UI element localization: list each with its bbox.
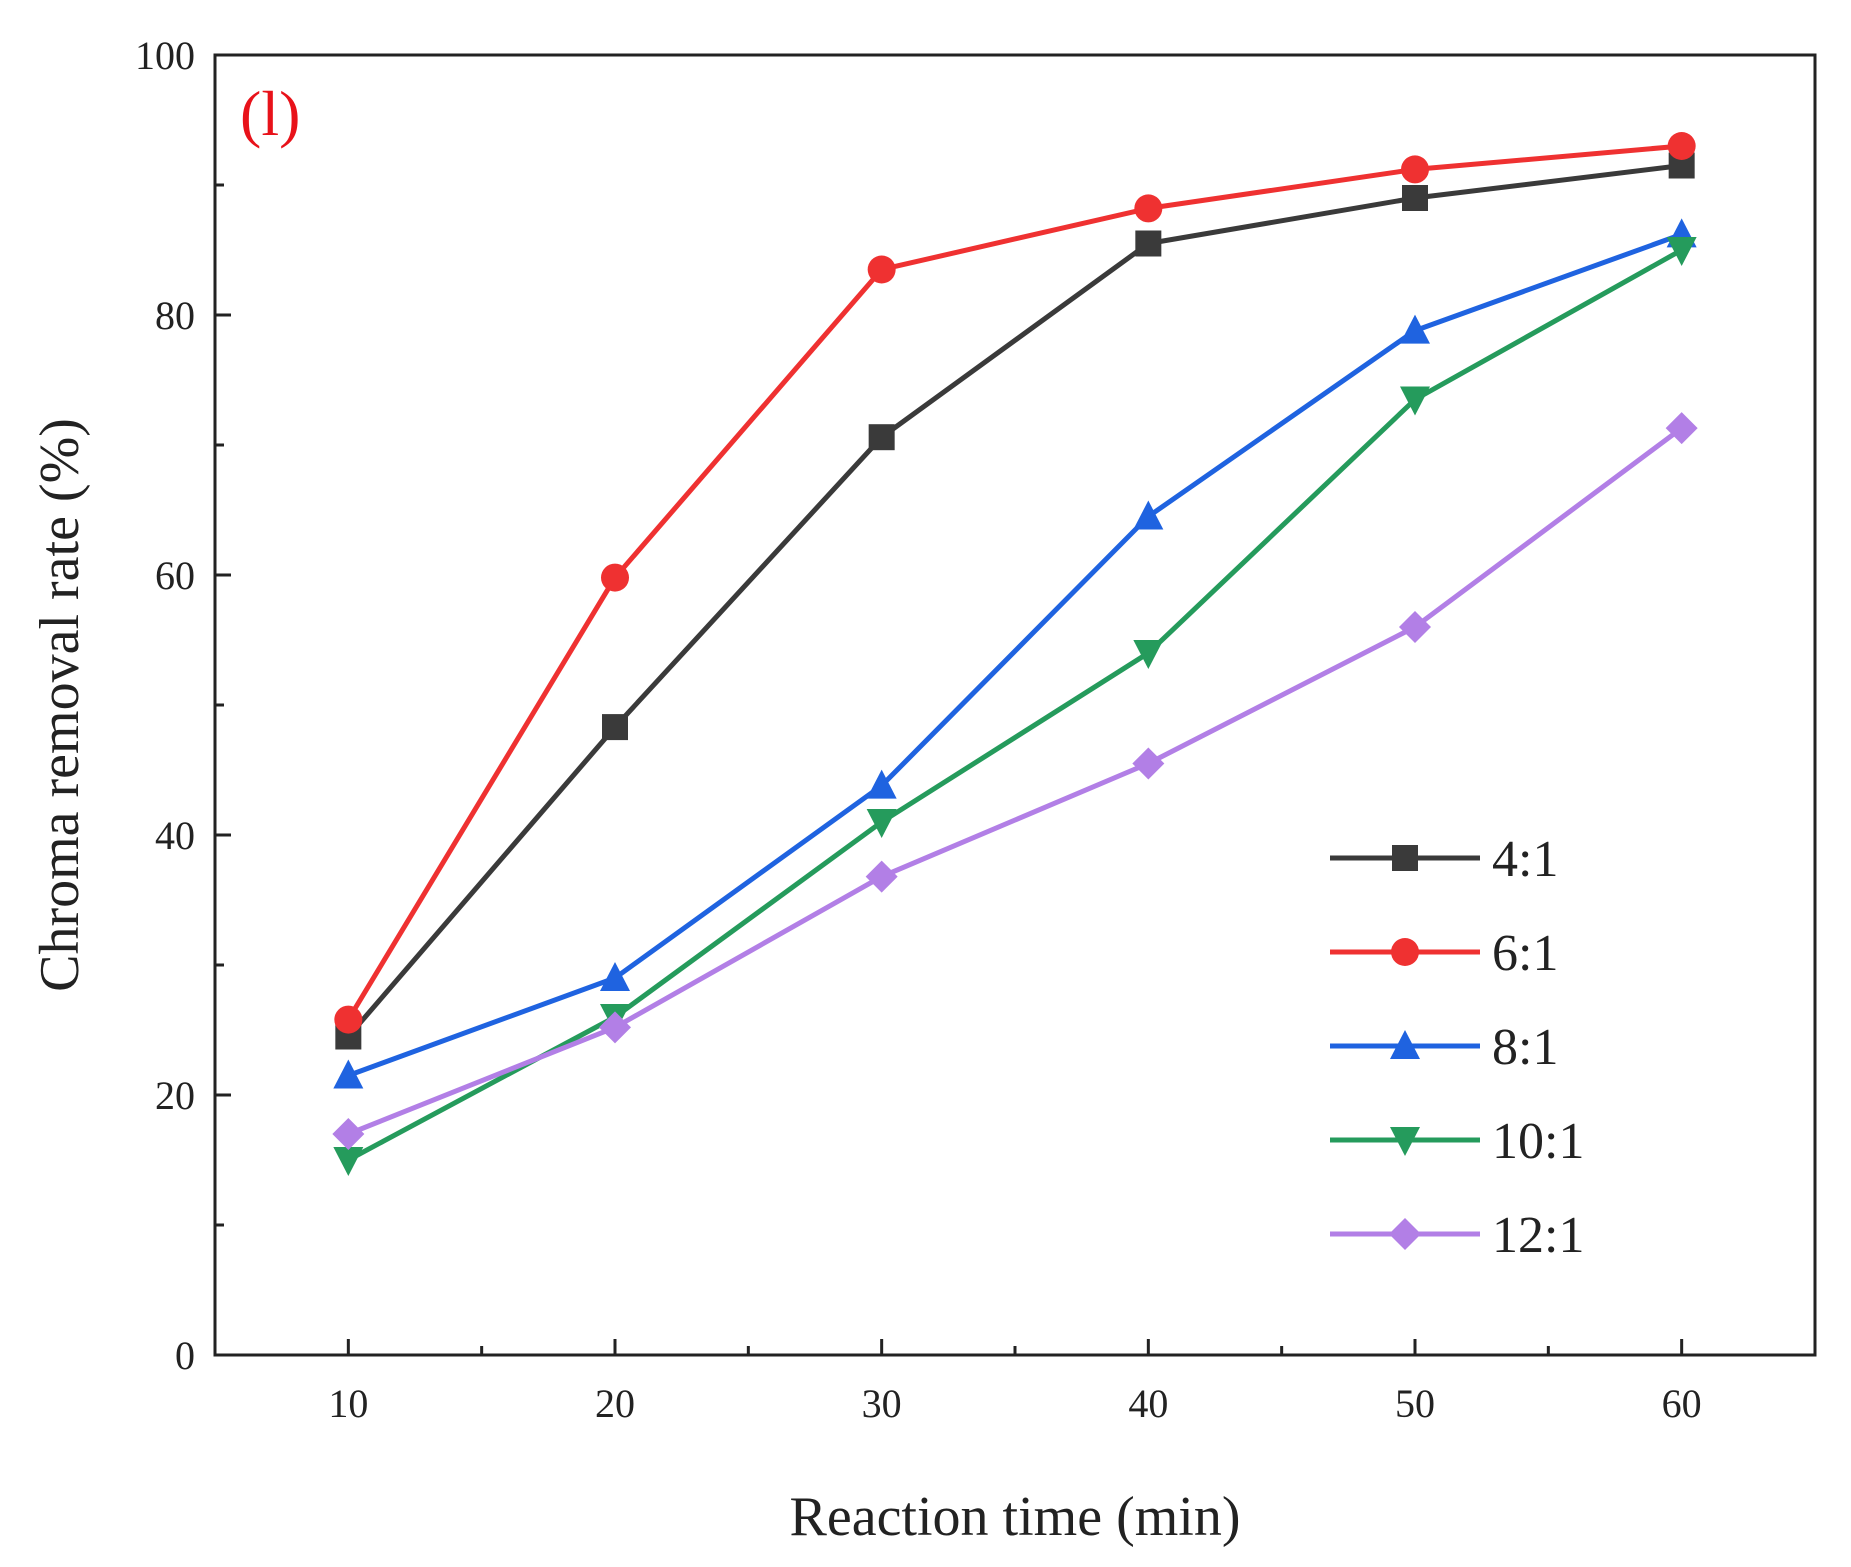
legend-marker [1390,1030,1420,1059]
legend: 4:1 6:1 8:1 10:1 12:1 [1330,831,1584,1264]
data-point [1133,500,1164,530]
x-tick-label: 20 [595,1381,635,1426]
data-point [1665,412,1698,445]
legend-item: 6:1 [1330,925,1558,982]
series-4-1 [335,152,1695,1050]
data-point [602,714,628,741]
legend-item: 10:1 [1330,1113,1584,1170]
legend-label: 8:1 [1492,1019,1558,1076]
y-tick-labels: 0 20 40 60 80 100 [135,33,195,1378]
x-tick-label: 30 [862,1381,902,1426]
panel-label: (l) [240,78,300,149]
data-point [1401,155,1429,184]
series-line [346,143,1682,1021]
data-point [867,255,896,284]
data-point [1400,386,1430,416]
legend-marker [1389,1218,1421,1250]
legend-item: 12:1 [1330,1207,1584,1264]
data-point [1132,747,1165,780]
y-tick-label: 40 [155,813,195,858]
x-tick-labels: 10 20 30 40 50 60 [328,1381,1701,1426]
y-tick-label: 0 [175,1333,195,1378]
series-line [347,247,1683,1163]
data-point [1133,640,1164,669]
x-tick-label: 60 [1662,1381,1702,1426]
data-point [601,563,629,592]
y-tick-label: 20 [155,1073,195,1118]
data-point [333,1147,364,1176]
legend-label: 10:1 [1492,1113,1584,1170]
y-tick-label: 100 [135,33,195,78]
data-point [1134,194,1163,223]
data-point [599,1011,631,1044]
x-tick-label: 40 [1128,1381,1168,1426]
x-tick-label: 10 [328,1381,368,1426]
data-point [866,769,897,799]
data-point [1667,132,1696,160]
data-series [332,132,1698,1176]
y-tick-label: 60 [155,553,195,598]
legend-marker [1392,845,1418,871]
series-12-1 [332,412,1698,1150]
legend-item: 8:1 [1330,1019,1558,1076]
data-point [865,860,898,893]
data-point [868,424,895,451]
data-point [332,1118,365,1150]
legend-marker [1391,938,1419,966]
legend-label: 6:1 [1492,925,1558,982]
x-axis-title: Reaction time (min) [790,1486,1241,1548]
data-point [1402,185,1428,211]
y-tick-label: 80 [155,293,195,338]
series-line [347,232,1683,1078]
series-line [346,163,1682,1039]
legend-label: 4:1 [1492,831,1558,888]
x-tick-label: 50 [1395,1381,1435,1426]
data-point [600,962,630,991]
legend-item: 4:1 [1330,831,1558,888]
y-axis-title: Chroma removal rate (%) [29,418,91,992]
legend-marker [1390,1127,1420,1156]
series-10-1 [333,237,1697,1176]
data-point [1135,230,1162,257]
data-point [866,809,897,838]
axis-ticks [215,53,1684,1357]
series-line [347,426,1684,1137]
data-point [333,1059,364,1089]
data-point [1666,237,1697,266]
series-6-1 [334,132,1696,1034]
data-point [334,1005,363,1034]
data-point [1399,611,1431,643]
data-point [1400,314,1430,344]
legend-label: 12:1 [1492,1207,1584,1264]
